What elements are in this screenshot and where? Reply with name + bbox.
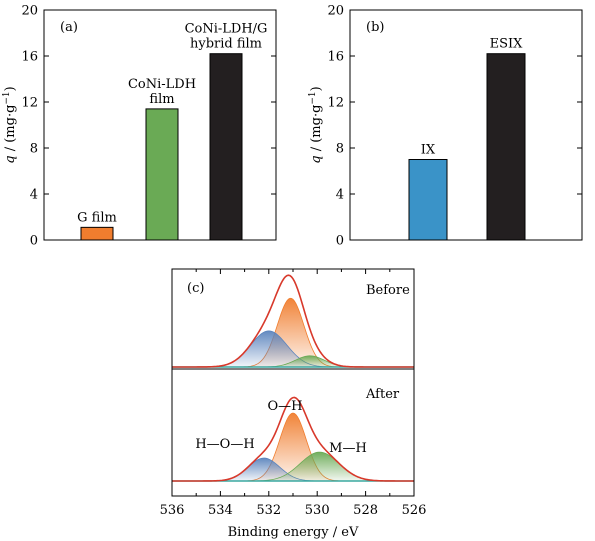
x-tick-label: 536: [160, 503, 185, 518]
y-tick-label: 8: [30, 142, 38, 157]
panel-a-bars: [80, 53, 243, 241]
bar-category-label: G film: [77, 210, 117, 225]
panel-a-y-axis-label: q / (mg·g−1): [2, 86, 18, 164]
panel-b-bar-chart: (b) 0 4 8 12 16 20 IX ESIX q / (mg·g−1): [308, 4, 583, 249]
bar-category-label: IX: [421, 143, 436, 158]
peak-label-h-o-h: H—O—H: [195, 437, 254, 452]
y-tick-label: 16: [21, 50, 38, 65]
y-tick-label: 0: [30, 234, 38, 249]
bar-category-label: ESIX: [490, 37, 524, 52]
panel-b-plot-frame: [349, 9, 583, 241]
bar: [486, 53, 526, 241]
envelope-curve: [172, 274, 414, 368]
panel-a-y-axis: 0 4 8 12 16 20: [21, 4, 276, 249]
bar-category-label: hybrid film: [190, 37, 262, 52]
bar-category-label: CoNi-LDH/G: [185, 22, 268, 37]
bar-category-label: film: [149, 92, 174, 107]
y-tick-label: 8: [336, 142, 344, 157]
y-tick-label: 0: [336, 234, 344, 249]
panel-b-y-axis-label: q / (mg·g−1): [308, 86, 324, 164]
bar: [408, 159, 448, 241]
panel-c-x-axis-label: Binding energy / eV: [228, 525, 359, 540]
panel-c-curves: [172, 274, 414, 482]
peak-label-m-h: M—H: [329, 441, 367, 456]
peak-label-o-h: O—H: [268, 399, 303, 414]
bar-category-label: CoNi-LDH: [128, 77, 196, 92]
y-tick-label: 12: [327, 96, 344, 111]
bar: [80, 226, 114, 241]
bar: [209, 53, 243, 241]
panel-b-y-axis: 0 4 8 12 16 20: [327, 4, 582, 249]
y-tick-label: 4: [30, 188, 38, 203]
x-tick-label: 534: [208, 503, 233, 518]
panel-c-label: (c): [187, 281, 204, 296]
x-tick-label: 530: [305, 503, 330, 518]
x-tick-label: 532: [256, 503, 281, 518]
y-tick-label: 4: [336, 188, 344, 203]
y-tick-label: 20: [327, 4, 344, 19]
envelope-curve: [172, 396, 414, 482]
panel-b-bars: [408, 53, 526, 241]
y-tick-label: 20: [21, 4, 38, 19]
x-tick-label: 526: [402, 503, 427, 518]
panel-c-xps-spectra: (c) Before After O—H H—O—H M—H 536 534 532…: [160, 268, 427, 540]
before-label: Before: [366, 283, 410, 298]
bar: [145, 108, 179, 241]
panel-b-category-labels: IX ESIX: [421, 37, 523, 158]
y-tick-label: 16: [327, 50, 344, 65]
panel-a-label: (a): [60, 20, 78, 35]
y-tick-label: 12: [21, 96, 38, 111]
panel-b-label: (b): [366, 20, 384, 35]
panel-c-x-axis: 536 534 532 530 528 526: [160, 269, 427, 518]
after-label: After: [365, 387, 400, 402]
x-tick-label: 528: [353, 503, 378, 518]
